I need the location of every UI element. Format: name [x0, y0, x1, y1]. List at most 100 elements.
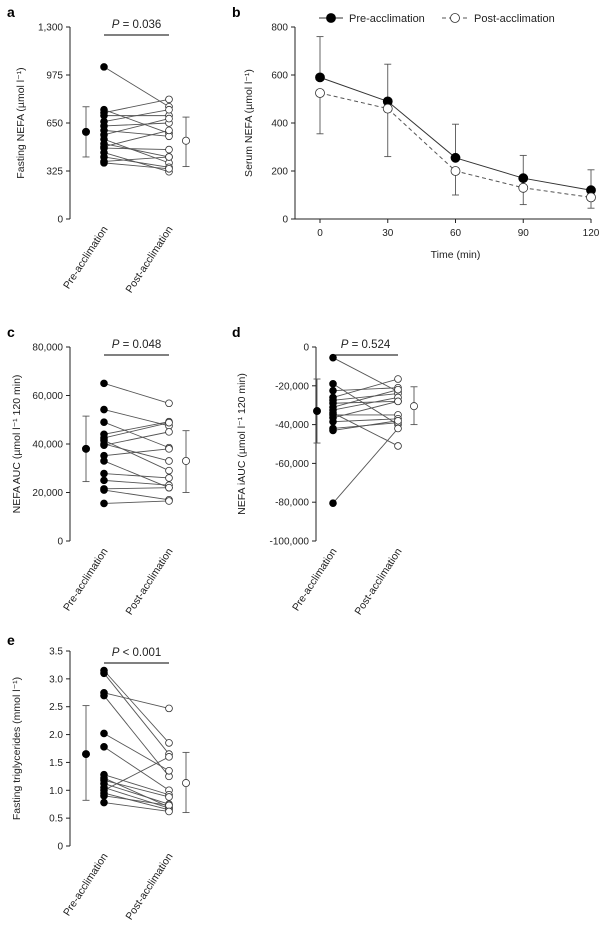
- y-tick-label: 400: [271, 119, 288, 130]
- post-point: [165, 145, 173, 154]
- post-mean-point: [181, 779, 190, 788]
- paired-line: [103, 382, 170, 404]
- paired-line: [332, 412, 399, 447]
- paired-line: [103, 746, 170, 791]
- y-tick-label: 0: [282, 215, 288, 226]
- pre-point: [100, 798, 108, 807]
- pre-point: [329, 409, 337, 417]
- pre-point: [329, 499, 337, 507]
- y-tick-label: -40,000: [275, 420, 309, 431]
- chart-e: e 0 0.5 1.0 1.5 2.0 2.5 3.0 3.5 Fasting triglycer…: [7, 632, 190, 922]
- paired-line: [103, 421, 170, 435]
- pre-point: [100, 63, 108, 71]
- post-point: [165, 399, 173, 408]
- chart-a: a 0 325 650 975 1,300 Fasting NEFA (µmol l⁻¹) P…: [7, 4, 190, 295]
- paired-line: [332, 400, 399, 404]
- post-point: [165, 153, 173, 161]
- x-tick-label: Pre-acclimation: [61, 851, 111, 918]
- post-point: [165, 164, 173, 173]
- y-axis-label: Fasting triglycerides (mmol l⁻¹): [11, 677, 23, 820]
- pre-point: [329, 380, 337, 388]
- paired-line: [103, 439, 170, 472]
- paired-line: [332, 396, 399, 411]
- paired-line: [103, 156, 170, 162]
- pre-mean-point: [82, 750, 91, 759]
- p-value: = 0.036: [119, 19, 161, 31]
- pre-point: [100, 486, 108, 494]
- post-point: [165, 739, 173, 747]
- x-tick-label: 120: [583, 228, 600, 239]
- y-tick-label: 3.5: [49, 647, 63, 658]
- paired-line: [103, 670, 170, 744]
- pre-point: [329, 417, 337, 426]
- post-point: [165, 445, 173, 453]
- post-point: [165, 466, 173, 475]
- paired-line: [103, 421, 170, 449]
- x-tick-label: Post-acclimation: [123, 546, 175, 617]
- post-point: [165, 753, 173, 761]
- p-value: < 0.001: [119, 647, 161, 659]
- pre-point: [100, 691, 108, 700]
- paired-line: [103, 487, 170, 490]
- y-tick-label: -20,000: [275, 381, 309, 392]
- pre-point: [315, 72, 325, 83]
- chart-b: b 0 200 400 600 800 0 30 60 90 120 Time (min) Serum …: [232, 4, 600, 261]
- pre-point: [100, 499, 108, 508]
- p-value-label: P = 0.524: [341, 339, 391, 351]
- y-axis-label: NEFA iAUC (µmol l⁻¹ 120 min): [236, 373, 248, 515]
- panel-letter-d: d: [232, 324, 241, 340]
- paired-line: [103, 409, 170, 427]
- post-point: [165, 807, 173, 816]
- y-tick-label: 0.5: [49, 814, 63, 825]
- p-value: = 0.048: [119, 339, 161, 351]
- paired-line: [332, 387, 399, 392]
- y-tick-label: 0: [57, 215, 63, 226]
- y-tick-label: 1.0: [49, 786, 63, 797]
- paired-line: [103, 802, 170, 812]
- pre-point: [100, 743, 108, 751]
- paired-line: [103, 98, 170, 114]
- panel-letter-a: a: [7, 4, 15, 20]
- post-point: [450, 166, 461, 176]
- post-point: [165, 704, 173, 713]
- paired-line: [103, 431, 170, 446]
- pre-point: [100, 476, 108, 485]
- paired-line: [103, 460, 170, 489]
- post-point: [165, 793, 173, 801]
- pre-point: [329, 386, 337, 395]
- y-tick-label: -100,000: [270, 537, 310, 548]
- paired-line: [103, 138, 170, 164]
- post-point: [394, 442, 402, 450]
- paired-line: [103, 774, 170, 796]
- pre-mean-point: [312, 407, 321, 416]
- y-tick-label: 1,300: [38, 23, 63, 34]
- paired-line: [103, 500, 170, 504]
- x-tick-label: Post-acclimation: [123, 851, 175, 922]
- y-tick-label: 2.5: [49, 702, 63, 713]
- post-point: [165, 114, 173, 123]
- x-tick-label: Pre-acclimation: [61, 546, 111, 613]
- panel-letter-b: b: [232, 4, 241, 20]
- paired-line: [103, 792, 170, 811]
- y-tick-label: 3.0: [49, 674, 63, 685]
- post-point: [394, 385, 402, 394]
- legend-post-marker: [450, 13, 460, 23]
- post-mean-point: [409, 402, 418, 411]
- y-tick-label: -80,000: [275, 498, 309, 509]
- paired-line: [332, 420, 399, 431]
- y-axis-label: Serum NEFA (µmol l⁻¹): [243, 69, 255, 177]
- x-tick-label: Pre-acclimation: [61, 224, 111, 291]
- p-symbol: P: [112, 647, 120, 659]
- y-tick-label: -60,000: [275, 459, 309, 470]
- post-point: [165, 766, 173, 775]
- y-tick-label: 600: [271, 71, 288, 82]
- paired-line: [103, 143, 170, 158]
- p-value: = 0.524: [348, 339, 390, 351]
- paired-line: [103, 787, 170, 809]
- paired-line: [103, 422, 170, 439]
- x-tick-label: 0: [317, 228, 323, 239]
- p-symbol: P: [112, 19, 120, 31]
- paired-line: [103, 692, 170, 709]
- p-symbol: P: [112, 339, 120, 351]
- p-value-label: P = 0.036: [112, 19, 162, 31]
